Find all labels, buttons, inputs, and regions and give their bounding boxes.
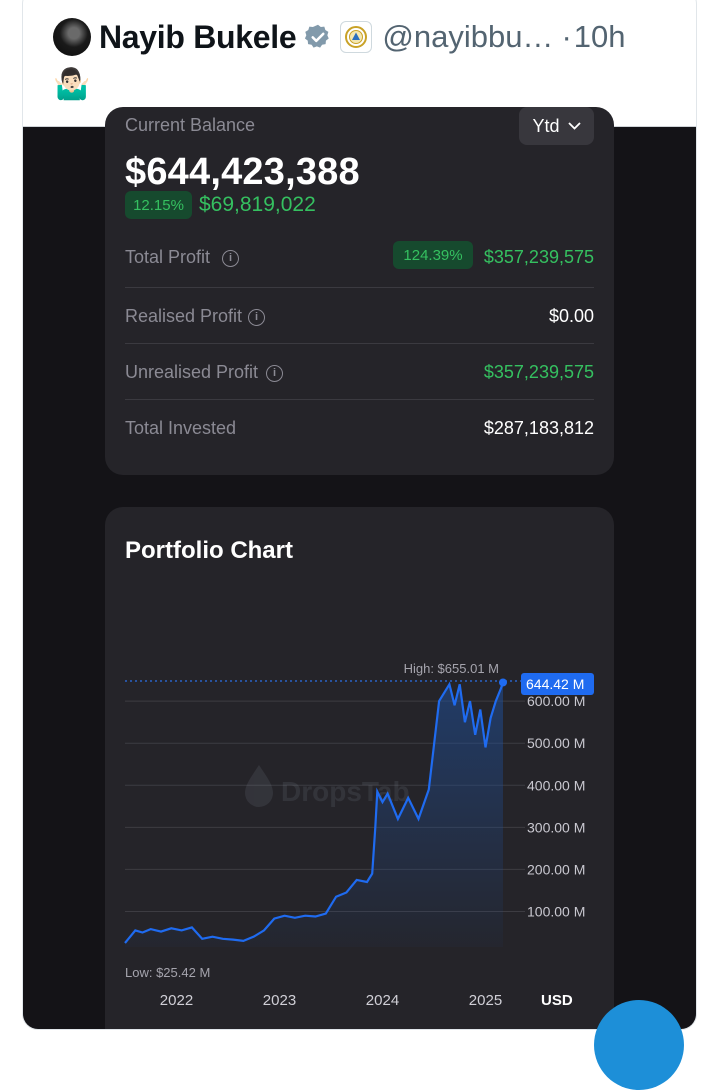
info-icon[interactable]: i [248,309,266,326]
row-label: Unrealised Profit i [125,362,284,383]
info-icon[interactable]: i [222,250,240,267]
tweet-time[interactable]: 10h [573,19,626,54]
current-point-marker [499,678,507,687]
total-profit-value: $357,239,575 [483,247,594,267]
floating-action-button[interactable] [594,1000,684,1090]
y-tick-label: 200.00 M [527,861,585,877]
tweet-text-emoji: 🤷🏻‍♂️ [53,68,91,101]
divider [125,287,594,288]
watermark: DropsTab [245,765,410,807]
divider [125,343,594,344]
separator-dot: · [561,19,572,54]
x-tick-label: 2023 [263,992,296,1009]
y-tick-label: 300.00 M [527,819,585,835]
balance-amount: $644,423,388 [125,151,360,193]
x-tick-label: 2025 [469,992,502,1009]
y-tick-label: 600.00 M [527,693,585,709]
current-balance-label: Current Balance [125,115,256,135]
chevron-down-icon [567,122,581,130]
realised-profit-value: $0.00 [548,306,594,326]
tweet-media-image[interactable]: Current Balance Ytd $644,423,388 12.15% … [23,107,696,1030]
chart-area-fill [125,682,503,947]
tweet-card[interactable]: Nayib Bukele @nayibbu… · 10h 🤷🏻‍♂️ Curre… [22,0,697,1030]
period-selector[interactable]: Ytd [519,107,594,145]
currency-label: USD [541,992,573,1009]
portfolio-chart-panel: Portfolio Chart DropsTab High: $655 [105,507,614,1030]
current-value-label: 644.42 M [526,676,584,692]
balance-panel: Current Balance Ytd $644,423,388 12.15% … [105,107,614,475]
row-label: Realised Profit i [125,306,266,327]
y-tick-label: 400.00 M [527,777,585,793]
author-name[interactable]: Nayib Bukele [99,18,297,55]
divider [125,399,594,400]
info-icon[interactable]: i [266,365,284,382]
change-pct-badge: 12.15% [125,191,192,219]
change-value: $69,819,022 [199,193,316,216]
unrealised-profit-value: $357,239,575 [483,362,594,382]
x-tick-label: 2024 [366,992,399,1009]
row-label: Total Profit i [125,247,240,268]
current-value-tag [521,672,594,695]
chart-series-line [124,681,505,944]
y-tick-label: 100.00 M [527,903,585,919]
period-label: Ytd [532,115,560,136]
author-handle[interactable]: @nayibbu… [382,19,554,54]
profit-pct-badge: 124.39% [393,241,473,269]
total-invested-value: $287,183,812 [483,418,594,438]
portfolio-chart[interactable]: DropsTab High: $655.01 M Low: $25.42 M 1… [105,567,614,1030]
verified-badge-icon [305,24,330,48]
x-tick-label: 2022 [160,992,193,1009]
high-label: High: $655.01 M [404,661,499,676]
tweet-header: Nayib Bukele @nayibbu… · 10h [53,15,626,59]
el-salvador-flag-icon [340,21,373,53]
low-label: Low: $25.42 M [125,965,210,980]
y-tick-label: 500.00 M [527,735,585,751]
avatar[interactable] [53,18,91,56]
chart-title: Portfolio Chart [125,537,293,564]
row-label: Total Invested [125,418,237,438]
